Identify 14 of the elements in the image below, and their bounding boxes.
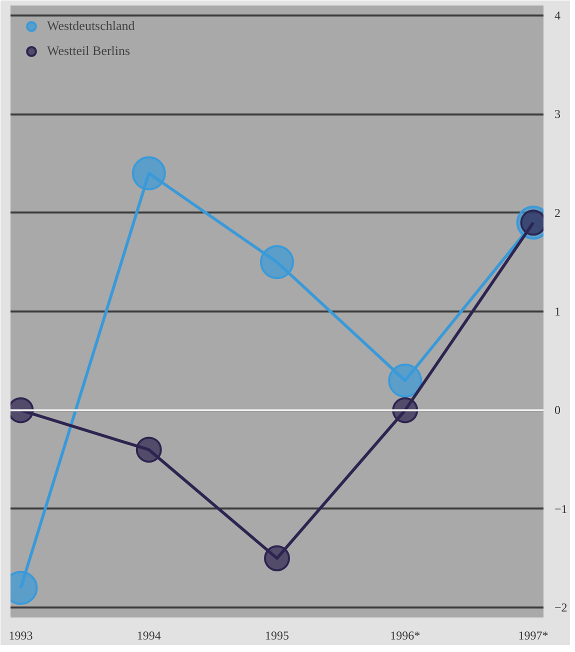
x-tick-label: 1993 [8,628,33,642]
y-tick-label: −2 [554,600,568,615]
y-tick-label: 4 [554,8,560,22]
y-tick-label: −1 [554,502,568,516]
legend-label: Westteil Berlins [47,43,130,59]
x-tick-label: 1995 [265,628,289,642]
y-tick-label: 2 [554,206,560,220]
y-tick-label: 0 [554,403,560,418]
x-tick-label: 1997* [518,628,548,642]
legend-label: Westdeutschland [47,18,135,34]
y-tick-label: 3 [554,107,560,122]
y-tick-label: 1 [554,304,560,318]
x-tick-label: 1994 [136,628,161,642]
x-tick-label: 1996* [390,628,420,642]
